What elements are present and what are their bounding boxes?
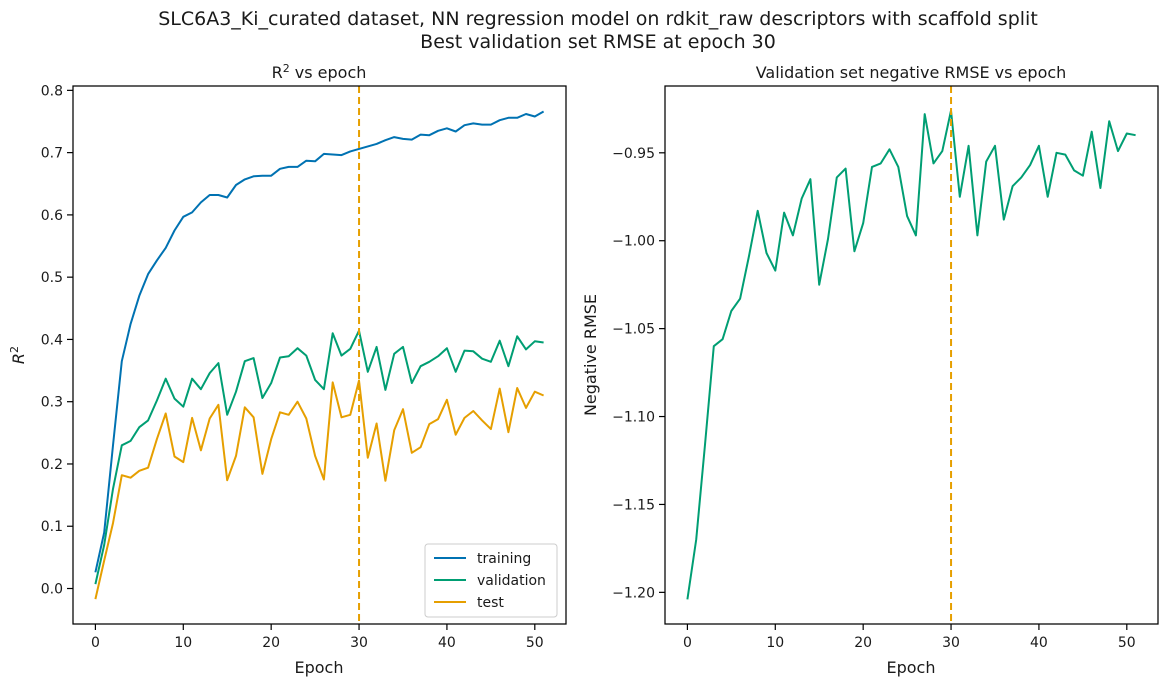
r2-xtick-label: 20 (262, 635, 280, 651)
r2-ytick-label: 0.5 (41, 270, 63, 286)
r2-plot-title: R2 vs epoch (272, 62, 367, 82)
figure-title-line2: Best validation set RMSE at epoch 30 (420, 31, 776, 53)
r2-ytick-label: 0.3 (41, 395, 63, 411)
r2-xtick-label: 40 (438, 635, 456, 651)
r2-vs-epoch-plot: R2 vs epoch 0 10 20 30 40 50 0.0 0.1 0.2 0.3 0.4 0… (8, 62, 567, 677)
rmse-ytick-label: −1.15 (612, 497, 655, 513)
r2-series-line-training (94, 110, 545, 573)
rmse-plot-frame (664, 85, 1159, 625)
r2-xtick-label: 10 (174, 635, 192, 651)
r2-ytick-label: 0.0 (41, 582, 63, 598)
r2-ytick-label: 0.4 (41, 332, 63, 348)
r2-series-line-test (94, 379, 544, 600)
legend: training validation test (424, 543, 558, 618)
rmse-xtick-label: 20 (854, 635, 872, 651)
rmse-ytick-label: −1.05 (612, 322, 655, 338)
rmse-plot-title: Validation set negative RMSE vs epoch (756, 63, 1067, 82)
r2-ytick-label: 0.8 (41, 83, 63, 99)
rmse-plot-ylabel: Negative RMSE (581, 294, 600, 416)
rmse-series-line-validation (686, 109, 1136, 600)
r2-plot-xlabel: Epoch (295, 658, 344, 677)
negative-rmse-vs-epoch-plot: Validation set negative RMSE vs epoch 0 1… (581, 63, 1159, 677)
figure-title-line1: SLC6A3_Ki_curated dataset, NN regression… (158, 8, 1038, 30)
legend-label-validation: validation (477, 573, 546, 589)
r2-series-line-validation (94, 329, 544, 585)
r2-ytick-label: 0.6 (41, 208, 63, 224)
r2-ytick-label: 0.7 (41, 146, 63, 162)
rmse-xtick-label: 50 (1118, 635, 1136, 651)
rmse-ytick-label: −1.00 (612, 234, 655, 250)
r2-plot-ylabel: R2 (8, 346, 28, 364)
r2-ytick-label: 0.2 (41, 457, 63, 473)
rmse-xtick-label: 10 (766, 635, 784, 651)
rmse-ytick-label: −1.20 (612, 585, 655, 601)
r2-ytick-label: 0.1 (41, 519, 63, 535)
legend-label-test: test (477, 595, 504, 611)
rmse-xtick-label: 40 (1030, 635, 1048, 651)
r2-xtick-label: 0 (91, 635, 100, 651)
rmse-xtick-label: 0 (683, 635, 692, 651)
rmse-ytick-label: −0.95 (612, 146, 655, 162)
rmse-ytick-label: −1.10 (612, 410, 655, 426)
rmse-plot-xlabel: Epoch (887, 658, 936, 677)
r2-plot-frame (72, 85, 567, 625)
r2-xtick-label: 30 (350, 635, 368, 651)
legend-label-training: training (477, 551, 531, 567)
legend-box (424, 543, 558, 618)
r2-xtick-label: 50 (526, 635, 544, 651)
rmse-xtick-label: 30 (942, 635, 960, 651)
